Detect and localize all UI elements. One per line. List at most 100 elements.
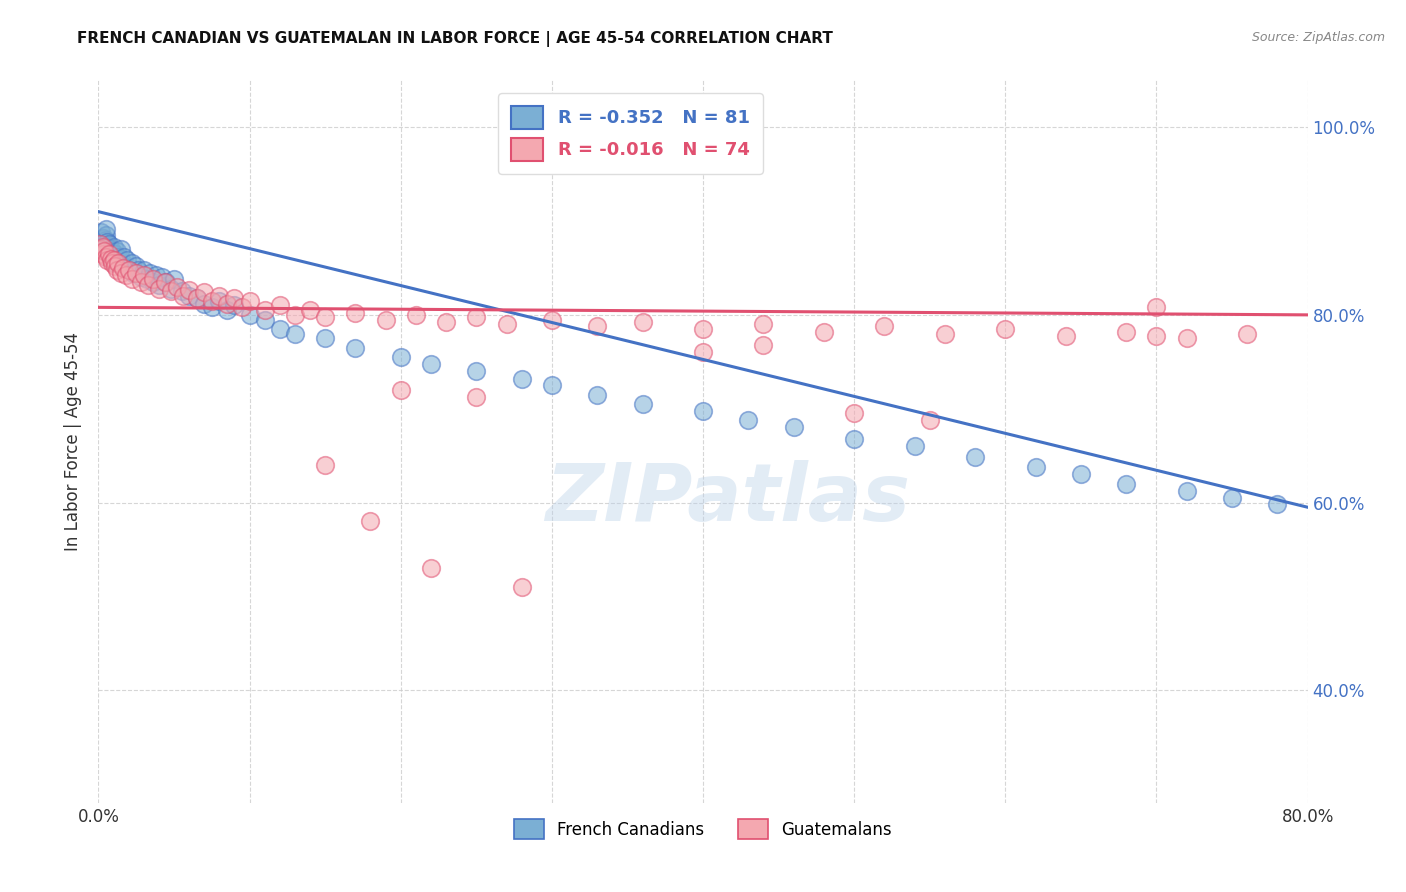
- Point: [104, 259, 127, 273]
- Point: [94, 250, 117, 264]
- Point: [136, 277, 159, 292]
- Point: [91, 247, 114, 261]
- Text: ZIPatlas: ZIPatlas: [544, 460, 910, 539]
- Point: [193, 285, 215, 300]
- Point: [129, 275, 152, 289]
- Point: [253, 312, 276, 326]
- Point: [231, 301, 253, 315]
- Point: [103, 253, 125, 268]
- Point: [586, 387, 609, 401]
- Point: [114, 268, 136, 283]
- Point: [314, 310, 336, 324]
- Point: [314, 331, 336, 345]
- Point: [918, 413, 941, 427]
- Point: [132, 268, 155, 283]
- Point: [934, 326, 956, 341]
- Point: [108, 256, 131, 270]
- Point: [153, 275, 176, 289]
- Point: [90, 237, 112, 252]
- Point: [420, 561, 443, 575]
- Point: [752, 338, 775, 352]
- Point: [374, 312, 396, 326]
- Point: [121, 256, 143, 270]
- Point: [91, 242, 114, 256]
- Point: [94, 228, 117, 243]
- Point: [103, 252, 125, 266]
- Point: [186, 291, 208, 305]
- Point: [107, 250, 129, 264]
- Point: [269, 298, 291, 312]
- Point: [737, 413, 759, 427]
- Point: [434, 315, 457, 329]
- Point: [1144, 328, 1167, 343]
- Point: [344, 306, 367, 320]
- Point: [93, 244, 115, 258]
- Point: [90, 225, 112, 239]
- Point: [100, 242, 122, 256]
- Point: [160, 282, 183, 296]
- Point: [783, 420, 806, 434]
- Point: [93, 244, 115, 258]
- Point: [994, 322, 1017, 336]
- Point: [129, 270, 152, 285]
- Point: [1236, 326, 1258, 341]
- Point: [540, 378, 562, 392]
- Point: [110, 252, 132, 266]
- Point: [170, 285, 193, 299]
- Point: [208, 289, 231, 303]
- Point: [179, 289, 201, 303]
- Point: [110, 242, 132, 256]
- Point: [186, 291, 208, 305]
- Point: [692, 345, 714, 359]
- Point: [111, 260, 134, 275]
- Point: [98, 237, 121, 252]
- Point: [93, 237, 115, 252]
- Point: [692, 322, 714, 336]
- Point: [135, 272, 157, 286]
- Point: [1024, 459, 1046, 474]
- Point: [118, 262, 141, 277]
- Point: [1115, 325, 1137, 339]
- Point: [510, 580, 533, 594]
- Point: [125, 259, 148, 273]
- Point: [752, 318, 775, 332]
- Point: [314, 458, 336, 472]
- Text: FRENCH CANADIAN VS GUATEMALAN IN LABOR FORCE | AGE 45-54 CORRELATION CHART: FRENCH CANADIAN VS GUATEMALAN IN LABOR F…: [77, 31, 834, 47]
- Point: [160, 285, 183, 299]
- Point: [96, 253, 118, 268]
- Point: [91, 240, 114, 254]
- Point: [105, 244, 128, 258]
- Point: [405, 308, 427, 322]
- Point: [1175, 331, 1198, 345]
- Point: [121, 272, 143, 286]
- Point: [101, 256, 124, 270]
- Point: [1070, 467, 1092, 482]
- Point: [142, 272, 165, 286]
- Point: [299, 303, 322, 318]
- Point: [904, 439, 927, 453]
- Point: [844, 406, 866, 420]
- Point: [1267, 497, 1289, 511]
- Point: [89, 237, 111, 252]
- Point: [692, 403, 714, 417]
- Point: [94, 221, 117, 235]
- Point: [360, 514, 382, 528]
- Point: [389, 383, 412, 397]
- Point: [118, 262, 141, 277]
- Point: [224, 291, 246, 305]
- Point: [420, 357, 443, 371]
- Point: [145, 268, 167, 283]
- Point: [1054, 328, 1077, 343]
- Point: [115, 253, 138, 268]
- Point: [96, 235, 118, 249]
- Point: [112, 250, 135, 264]
- Legend: French Canadians, Guatemalans: French Canadians, Guatemalans: [505, 809, 901, 848]
- Point: [94, 233, 117, 247]
- Point: [104, 247, 127, 261]
- Point: [139, 266, 162, 280]
- Point: [1220, 491, 1243, 505]
- Point: [269, 322, 291, 336]
- Point: [540, 312, 562, 326]
- Point: [91, 231, 114, 245]
- Point: [148, 282, 170, 296]
